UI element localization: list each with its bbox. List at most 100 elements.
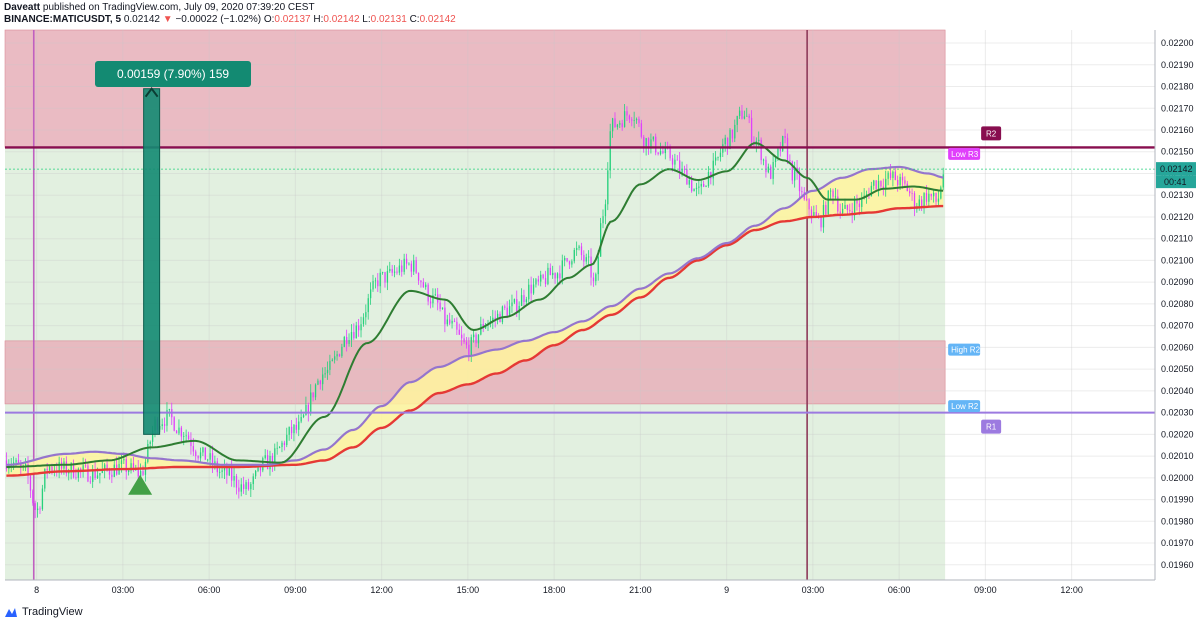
candle-body [602,216,604,224]
resistance-zone [4,29,946,148]
candle-body [564,258,566,261]
candle-body [717,157,719,158]
candle-body [887,172,889,179]
candle-body [894,171,896,180]
candle-body [825,204,827,215]
candle-body [669,148,671,159]
brand-label: TradingView [22,606,83,618]
candle-body [20,464,22,467]
candle-body [278,447,281,448]
candle-body [46,468,48,471]
candle-body [111,474,113,477]
candle-body [434,294,436,296]
zone-label-bg [948,147,981,160]
candle-body [238,487,240,492]
candle-body [841,208,844,214]
candle-body [314,384,317,398]
candle-body [837,196,839,212]
measure-bar [143,88,161,435]
candle-body [806,199,808,200]
time-tick-label: 21:00 [629,585,652,595]
candle-body [683,168,686,170]
candle-body [461,334,463,339]
close-value: 0.02142 [419,14,456,25]
candle-body [921,199,923,207]
candle-body [441,307,444,309]
vertical-lines-layer [32,30,808,580]
price-axis[interactable]: 0.01960 0.01970 0.01980 0.01990 0.02000 0.020… [1154,30,1194,580]
levels-layer: R2 R1 Low R3 High R2 Low R2 [5,126,1155,434]
ema-lines-layer [6,142,944,477]
time-tick-label: 06:00 [198,585,221,595]
candle-body [691,180,693,192]
candle-body [94,469,96,479]
candle-body [715,157,717,161]
candle-body [540,274,542,282]
candle-body [446,319,448,325]
candle-body [614,118,616,128]
candle-body [413,260,415,272]
candle-body [346,336,348,344]
price-chart[interactable]: R2 R1 Low R3 High R2 Low R2 0.00159 (7.90%) … [0,0,1200,605]
candle-body [528,284,530,300]
candle-body [444,307,446,325]
published-text: published on TradingView.com, July 09, 2… [42,2,315,13]
price-change: −0.00022 (−1.02%) [175,14,262,25]
candle-body [523,295,525,303]
candle-body [880,180,882,187]
high-value: 0.02142 [323,14,360,25]
last-price-tag-text: 0.02142 [1160,164,1193,174]
price-tick-label: 0.02180 [1161,82,1194,92]
time-axis[interactable]: 8 03:00 06:00 09:00 12:00 15:00 18:00 21:00 9 03:… [5,579,1155,595]
candle-body [516,299,518,313]
candle-body [247,482,250,490]
measure-tool[interactable]: 0.00159 (7.90%) 159 [95,61,251,435]
candle-body [808,199,810,210]
price-tick-label: 0.01970 [1161,538,1194,548]
candle-body [556,273,559,279]
candle-body [635,118,638,121]
candle-body [858,203,861,207]
candle-body [451,320,453,324]
price-tick-label: 0.01990 [1161,495,1194,505]
candle-body [130,463,132,471]
candle-body [585,257,587,262]
candle-body [235,475,238,488]
candle-body [190,439,192,447]
candle-body [417,272,420,281]
candle-body [913,193,916,210]
candle-body [882,186,885,189]
candle-body [341,346,343,357]
level-tag [981,126,1002,141]
candle-body [813,212,815,216]
price-tick-label: 0.02060 [1161,342,1194,352]
candle-body [897,179,899,186]
open-value: 0.02137 [274,14,311,25]
zone-label-text: High R2 [951,346,980,355]
candle-body [173,417,175,431]
candle-body [923,193,925,207]
price-tick-label: 0.02160 [1161,125,1194,135]
low-label: L: [362,14,371,25]
candle-body [535,279,537,285]
candle-body [140,471,142,477]
author-name[interactable]: Daveatt [4,2,41,13]
candle-body [286,434,288,446]
candle-body [832,190,834,197]
candle-body [384,272,386,283]
candle-body [937,198,940,202]
candle-body [250,484,252,490]
candle-body [427,284,429,302]
candle-body [559,273,561,279]
candle-body [861,198,863,207]
candle-body [600,223,602,257]
ema-band-fill [6,166,944,476]
candle-body [662,151,664,154]
candle-body [255,470,257,477]
candle-body [113,464,115,477]
candle-body [405,258,408,264]
candle-body [377,280,379,287]
candle-body [307,404,310,414]
candle-body [219,471,221,473]
candle-body [659,151,662,155]
